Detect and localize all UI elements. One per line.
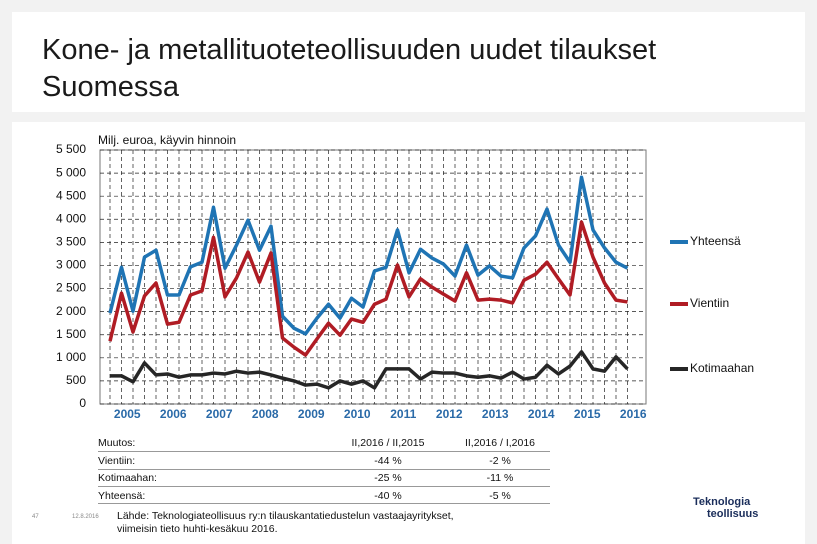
logo-line: Teknologia bbox=[693, 496, 751, 508]
table-rule bbox=[98, 451, 550, 452]
line-series bbox=[110, 350, 629, 390]
y-tick-label: 5 500 bbox=[56, 142, 86, 156]
table-cell: -11 % bbox=[486, 472, 514, 484]
y-tick-label: 4 000 bbox=[56, 211, 86, 225]
table-cell: -25 % bbox=[374, 472, 402, 484]
y-tick-label: 2 500 bbox=[56, 281, 86, 295]
table-cell: -2 % bbox=[489, 455, 511, 467]
x-tick-label: 2013 bbox=[482, 407, 509, 421]
x-tick-label: 2006 bbox=[160, 407, 187, 421]
table-header: II,2016 / II,2015 bbox=[351, 437, 425, 449]
line-series bbox=[108, 220, 628, 357]
date: 12.8.2016 bbox=[72, 514, 99, 520]
legend-label: Yhteensä bbox=[690, 234, 741, 248]
table-rule bbox=[98, 486, 550, 487]
x-tick-label: 2007 bbox=[206, 407, 233, 421]
x-tick-label: 2009 bbox=[298, 407, 325, 421]
y-tick-label: 3 500 bbox=[56, 235, 86, 249]
y-tick-label: 5 000 bbox=[56, 165, 86, 179]
logo-line: teollisuus bbox=[707, 508, 759, 520]
legend-label: Kotimaahan bbox=[690, 361, 754, 375]
table-cell: -40 % bbox=[374, 490, 402, 502]
y-tick-label: 2 000 bbox=[56, 304, 86, 318]
x-tick-label: 2010 bbox=[344, 407, 371, 421]
table-cell: Kotimaahan: bbox=[98, 472, 157, 484]
table-header: II,2016 / I,2016 bbox=[464, 437, 536, 449]
x-tick-label: 2008 bbox=[252, 407, 279, 421]
slide-title: Kone- ja metallituoteteollisuuden uudet … bbox=[42, 34, 657, 103]
table-rule bbox=[98, 469, 550, 470]
table-header: Muutos: bbox=[98, 437, 136, 449]
y-tick-label: 4 500 bbox=[56, 188, 86, 202]
table-cell: -44 % bbox=[374, 455, 402, 467]
source-line: viimeisin tieto huhti-kesäkuu 2016. bbox=[117, 523, 278, 535]
x-tick-label: 2014 bbox=[528, 407, 555, 421]
y-tick-label: 1 500 bbox=[56, 327, 86, 341]
table-cell: -5 % bbox=[489, 490, 511, 502]
x-tick-label: 2005 bbox=[114, 407, 141, 421]
legend-label: Vientiin bbox=[690, 296, 729, 310]
logo: Teknologia teollisuus bbox=[693, 496, 758, 520]
table-cell: Vientiin: bbox=[98, 455, 136, 467]
x-tick-label: 2015 bbox=[574, 407, 601, 421]
x-tick-label: 2016 bbox=[620, 407, 647, 421]
y-tick-label: 1 000 bbox=[56, 350, 86, 364]
chart-subtitle: Milj. euroa, käyvin hinnoin bbox=[98, 133, 236, 147]
x-tick-label: 2011 bbox=[390, 407, 416, 421]
y-tick-label: 3 000 bbox=[56, 258, 86, 272]
title-box: Kone- ja metallituoteteollisuuden uudet … bbox=[12, 12, 805, 112]
line-series bbox=[108, 175, 629, 336]
table-cell: Yhteensä: bbox=[98, 490, 146, 502]
x-tick-label: 2012 bbox=[436, 407, 463, 421]
y-tick-label: 500 bbox=[66, 373, 86, 387]
table-rule bbox=[98, 503, 550, 504]
source: Lähde: Teknologiateollisuus ry:n tilausk… bbox=[117, 510, 454, 536]
page-number: 47 bbox=[32, 514, 39, 520]
y-tick-label: 0 bbox=[79, 396, 86, 410]
source-line: Lähde: Teknologiateollisuus ry:n tilausk… bbox=[117, 510, 454, 522]
